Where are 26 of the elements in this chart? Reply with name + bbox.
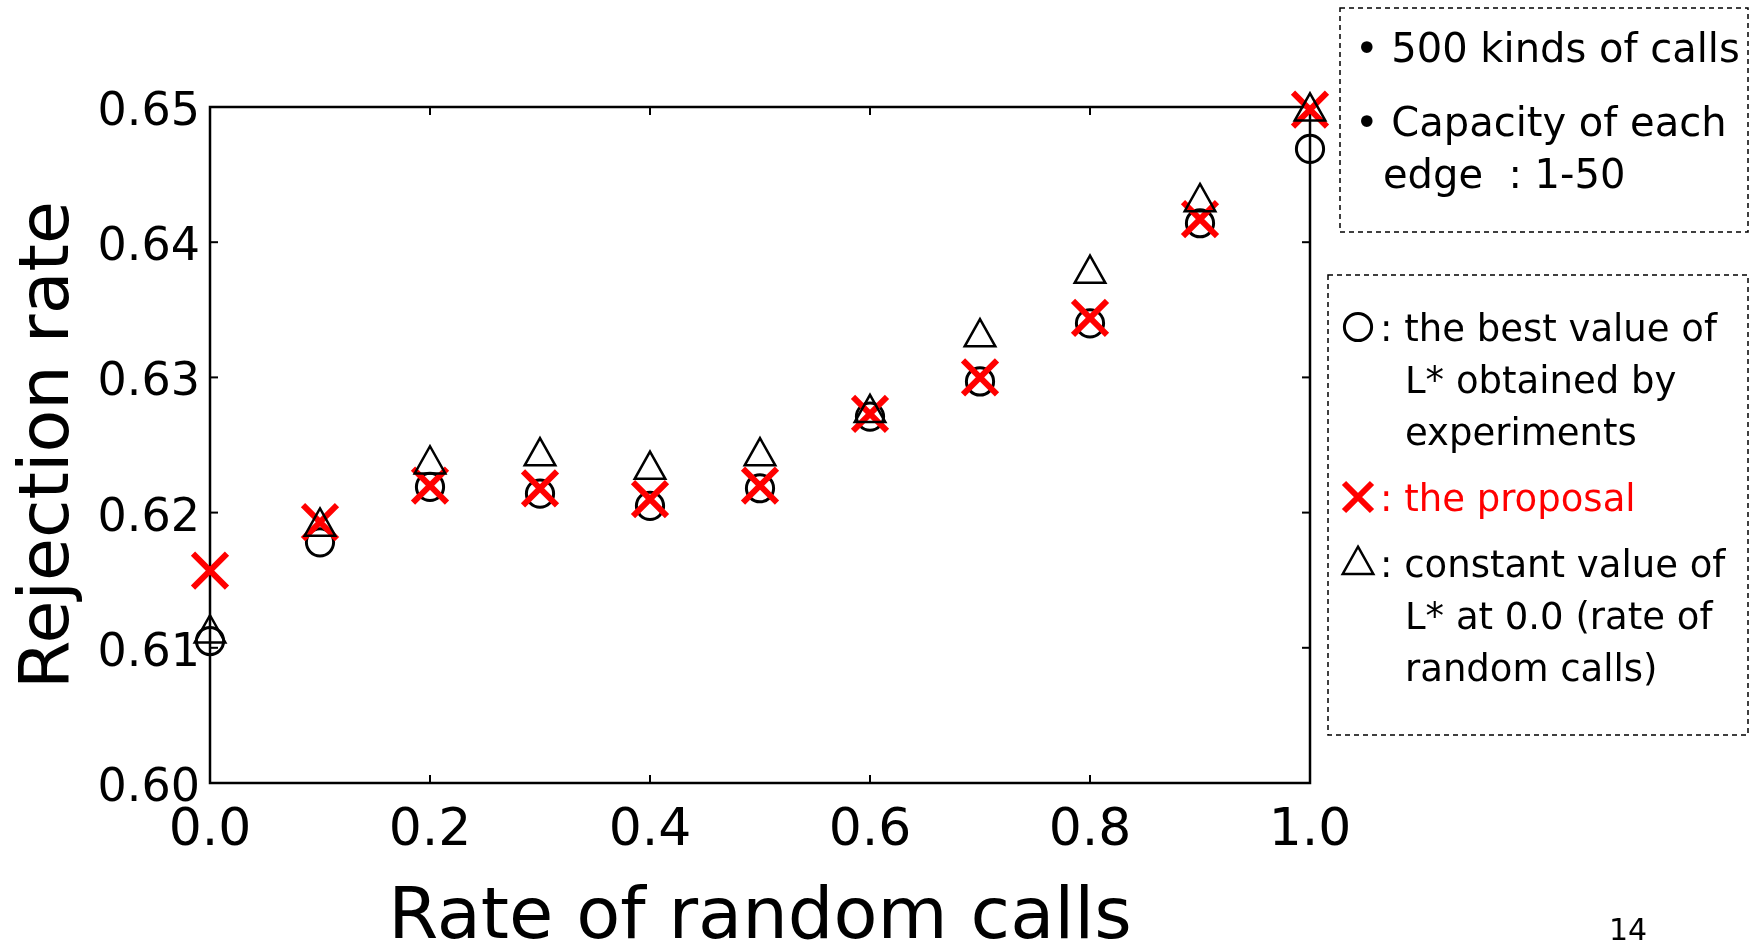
point bbox=[520, 468, 560, 509]
point bbox=[630, 479, 670, 520]
text: • 500 kinds of calls bbox=[1355, 25, 1740, 71]
point bbox=[1070, 297, 1110, 338]
point bbox=[190, 550, 230, 591]
point bbox=[960, 357, 1000, 398]
legend-label: : constant value of L* at 0.0 (rate of random calls) bbox=[1380, 543, 1727, 690]
legend-label: : the best value of L* obtained by experiments bbox=[1380, 307, 1718, 454]
x-tick-label: 0.2 bbox=[388, 797, 472, 857]
y-axis-title: Rejection rate bbox=[3, 200, 85, 690]
y-tick-label: 0.65 bbox=[97, 82, 200, 136]
y-tick-label: 0.62 bbox=[97, 487, 200, 542]
point bbox=[194, 625, 226, 657]
y-tick-label: 0.64 bbox=[97, 217, 200, 272]
x-tick-label: 0.4 bbox=[608, 797, 692, 857]
text: 14 bbox=[1608, 912, 1648, 947]
x-tick-label: 0.6 bbox=[828, 797, 912, 857]
y-tick-label: 0.61 bbox=[97, 622, 200, 677]
x-tick-label: 0.8 bbox=[1048, 797, 1132, 857]
legend-label: : the proposal bbox=[1380, 477, 1636, 520]
x-tick-label: 1.0 bbox=[1268, 797, 1352, 857]
point bbox=[1294, 133, 1326, 165]
text: • Capacity of each edge : 1-50 bbox=[1355, 99, 1727, 197]
point bbox=[740, 465, 780, 506]
x-axis-title: Rate of random calls bbox=[388, 871, 1132, 948]
y-tick-label: 0.63 bbox=[97, 352, 200, 407]
